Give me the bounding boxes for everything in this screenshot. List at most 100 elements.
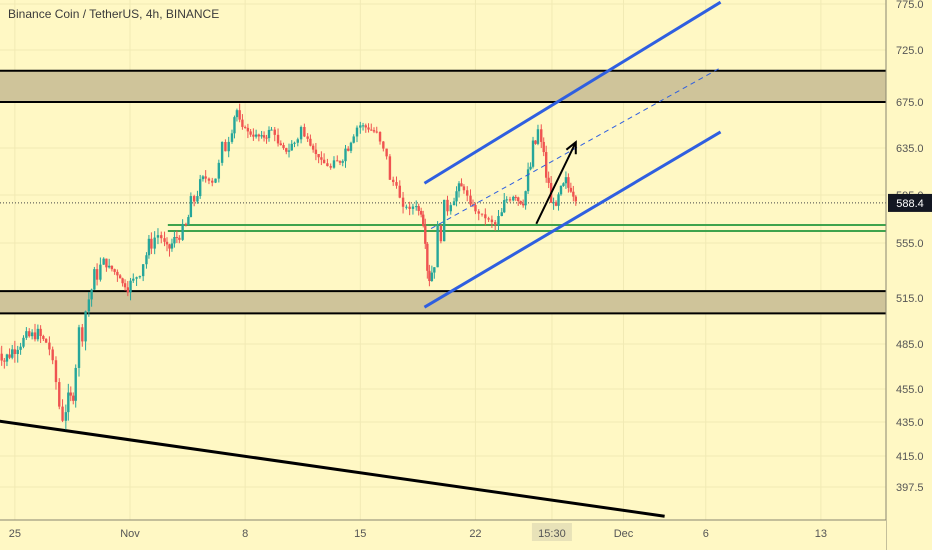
chart-title: Binance Coin / TetherUS, 4h, BINANCE (8, 7, 220, 21)
candle-body (564, 177, 568, 184)
candle-body (411, 206, 415, 209)
candle-body (428, 270, 431, 282)
candle-body (230, 133, 234, 142)
x-tick-label: Dec (614, 528, 634, 540)
candle-body (361, 125, 365, 127)
candle-body (422, 214, 425, 226)
candle-body (299, 127, 303, 140)
candle-body (426, 243, 429, 271)
arrow-shaft (535, 141, 577, 225)
candle-body (446, 199, 449, 212)
candle-body (385, 148, 388, 157)
candle-body (574, 196, 577, 202)
candle-body (175, 236, 179, 238)
candle-body (16, 349, 19, 355)
candle-body (322, 159, 326, 164)
candle-body (74, 367, 77, 401)
candle-body (207, 178, 211, 181)
candle-body (48, 342, 51, 350)
candle-body (287, 150, 291, 152)
candle-body (22, 337, 25, 347)
candle-body (341, 161, 344, 163)
candle-body (189, 196, 193, 218)
candle-body (123, 283, 127, 288)
candle-body (487, 218, 490, 220)
candle-body (512, 196, 515, 201)
candle-body (25, 331, 28, 338)
candle-body (375, 131, 378, 133)
zone-resistance (0, 70, 886, 102)
y-tick-label: 485.0 (896, 339, 924, 351)
candle-body (477, 211, 480, 214)
candle-body (178, 237, 181, 240)
candle-body (153, 237, 156, 249)
candle-body (279, 143, 282, 146)
candle-body (87, 299, 91, 312)
candle-body (531, 140, 535, 167)
candle-body (67, 392, 70, 413)
candle-body (227, 141, 230, 152)
candle-body (163, 238, 166, 242)
candle-body (372, 130, 376, 132)
candle-body (105, 258, 108, 268)
green-lines (167, 224, 886, 232)
candle-body (436, 225, 439, 268)
candle-body (11, 349, 14, 358)
candle-body (241, 119, 244, 127)
y-tick-label: 397.5 (896, 482, 924, 494)
time-axis[interactable] (0, 520, 886, 550)
candle-body (419, 210, 423, 215)
candle-body (51, 349, 54, 361)
candle-body (77, 327, 81, 368)
forecast-arrow (535, 140, 577, 225)
candle-body (220, 142, 224, 163)
candle-body (355, 127, 359, 137)
candle-body (113, 269, 116, 272)
candle-body (198, 179, 202, 197)
candle-body (235, 110, 239, 118)
candle-body (505, 199, 508, 201)
last-price-tag: 588.4 (888, 193, 932, 212)
candle-body (567, 177, 570, 188)
y-tick-label: 635.0 (896, 143, 924, 155)
price-axis[interactable] (886, 0, 932, 550)
arrow-head (565, 140, 577, 155)
candle-body (344, 148, 347, 162)
candle-body (262, 135, 266, 138)
candle-body (0, 353, 3, 361)
candle-body (367, 127, 370, 130)
y-tick-label: 555.0 (896, 238, 924, 250)
candle-body (526, 169, 530, 192)
candle-body (5, 354, 9, 362)
candle-body (102, 258, 105, 265)
candle-body (233, 117, 236, 134)
candle-body (460, 183, 463, 187)
candle-body (534, 140, 537, 144)
candle-body (433, 267, 436, 273)
candle-body (336, 160, 339, 162)
candle-body (132, 278, 135, 281)
candle-body (370, 129, 373, 131)
candle-body (469, 195, 472, 205)
candle-body (285, 148, 288, 152)
candle-body (150, 238, 153, 249)
candle-body (13, 349, 17, 355)
candle-body (484, 214, 487, 219)
candle-body (388, 156, 392, 180)
candle-body (338, 161, 342, 163)
candle-body (81, 327, 84, 342)
candle-body (557, 194, 560, 206)
candle-body (562, 183, 565, 186)
candle-body (93, 269, 96, 290)
candle-body (554, 202, 558, 206)
candle-body (552, 202, 555, 204)
candle-body (536, 129, 540, 144)
y-tick-label: 455.0 (896, 384, 924, 396)
candle-body (395, 182, 398, 186)
candle-body (58, 382, 61, 407)
candle-body (147, 238, 151, 256)
candle-body (254, 134, 258, 137)
candle-body (480, 213, 484, 215)
candle-body (211, 180, 214, 183)
